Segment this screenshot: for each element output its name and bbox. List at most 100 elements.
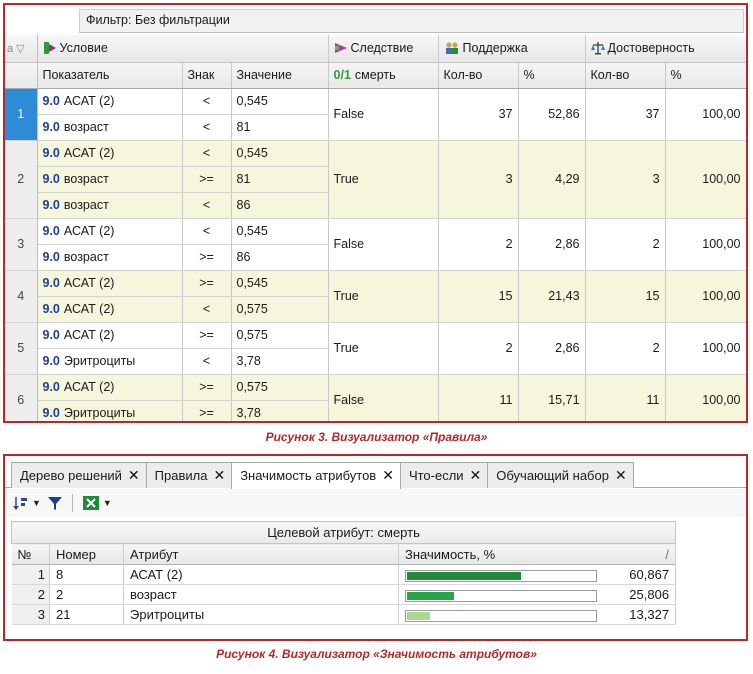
format-icon: 9.0 [42, 328, 60, 342]
col-num[interactable]: № [11, 543, 50, 565]
format-icon: 9.0 [42, 406, 60, 420]
close-icon[interactable]: ✕ [213, 467, 226, 483]
row-number[interactable]: 2 [5, 140, 38, 219]
filter-button[interactable] [47, 495, 63, 511]
attribute-name: Эритроциты [123, 604, 399, 625]
table-row[interactable]: 9.0 Эритроциты <3,78 [5, 348, 746, 375]
support-pct: 21,43 [518, 270, 586, 323]
row-number[interactable]: 5 [5, 322, 38, 375]
consequence-value: False [328, 88, 439, 141]
condition-indicator: 9.0 Эритроциты [37, 348, 183, 375]
confidence-pct: 100,00 [665, 218, 746, 271]
support-pct: 15,71 [518, 374, 586, 421]
tab-0[interactable]: Дерево решений ✕ [11, 462, 147, 488]
support-count: 11 [438, 374, 519, 421]
sort-button[interactable]: ▼ [11, 495, 41, 511]
table-row[interactable]: 9.0 возраст <86 [5, 192, 746, 219]
table-row[interactable]: 3 9.0 АСАТ (2) <0,545 False 2 2,86 2 100,00 [5, 218, 746, 271]
format-icon: 9.0 [42, 146, 60, 160]
condition-value: 86 [231, 244, 329, 271]
confidence-pct: 100,00 [665, 374, 746, 421]
condition-sign: >= [182, 322, 232, 349]
significance-bar [405, 569, 597, 582]
row-number[interactable]: 6 [5, 374, 38, 421]
confidence-count: 3 [585, 140, 666, 219]
confidence-header[interactable]: Достоверность [585, 35, 746, 63]
filter-icon [47, 497, 62, 510]
condition-value: 0,545 [231, 270, 329, 297]
row-number[interactable]: 4 [5, 270, 38, 323]
table-row[interactable]: 2 9.0 АСАТ (2) <0,545 True 3 4,29 3 100,00 [5, 140, 746, 219]
condition-sign: >= [182, 270, 232, 297]
condition-value: 0,575 [231, 322, 329, 349]
col-support-count[interactable]: Кол-во [438, 62, 519, 89]
col-consequence-attr[interactable]: 0/1 смерть [328, 62, 439, 89]
support-pct: 2,86 [518, 218, 586, 271]
table-row[interactable]: 9.0 АСАТ (2) <0,575 [5, 296, 746, 323]
col-confidence-count[interactable]: Кол-во [585, 62, 666, 89]
condition-header[interactable]: Условие [37, 35, 329, 63]
confidence-count: 2 [585, 218, 666, 271]
table-row[interactable]: 9.0 возраст <81 [5, 114, 746, 141]
format-icon: 9.0 [42, 276, 60, 290]
condition-indicator: 9.0 АСАТ (2) [37, 322, 183, 349]
table-row[interactable]: 9.0 Эритроциты >= 3,78 [5, 400, 746, 421]
tab-1[interactable]: Правила ✕ [145, 462, 233, 488]
col-support-pct[interactable]: % [518, 62, 586, 89]
filter-label: Фильтр: Без фильтрации [86, 13, 230, 27]
support-icon [445, 42, 458, 55]
attribute-id: 21 [49, 604, 124, 625]
filter-bar[interactable]: Фильтр: Без фильтрации [79, 9, 744, 33]
condition-sign: >= [182, 400, 232, 421]
toolbar: ▼ ▼ [5, 489, 746, 517]
table-row[interactable]: 3 21 Эритроциты 13,327 [11, 604, 677, 625]
condition-value: 0,575 [231, 374, 329, 401]
close-icon[interactable]: ✕ [382, 467, 394, 483]
table-row[interactable]: 1 9.0 АСАТ (2) <0,545 False 37 52,86 37 100,00 [5, 88, 746, 141]
target-attribute-label: Целевой атрибут: смерть [10, 521, 677, 544]
table-row[interactable]: 9.0 возраст >= 86 [5, 244, 746, 271]
table-row[interactable]: 6 9.0 АСАТ (2) >= 0,575 False 11 15,71 11 100,00 [5, 374, 746, 421]
tab-2[interactable]: Значимость атрибутов ✕ [231, 462, 401, 489]
row-num: 1 [11, 564, 50, 585]
col-value[interactable]: Значение [231, 62, 329, 89]
tab-3[interactable]: Что-если ✕ [399, 462, 489, 488]
consequence-header[interactable]: Следствие [328, 35, 439, 63]
support-pct: 2,86 [518, 322, 586, 375]
confidence-count: 15 [585, 270, 666, 323]
table-row[interactable]: 9.0 возраст >= 81 [5, 166, 746, 193]
row-number[interactable]: 1 [5, 88, 38, 141]
condition-value: 81 [231, 166, 329, 193]
close-icon[interactable]: ✕ [127, 467, 140, 483]
format-icon: 9.0 [42, 94, 60, 108]
condition-indicator: 9.0 АСАТ (2) [37, 270, 183, 297]
condition-value: 3,78 [231, 400, 329, 421]
gutter-header: a ▽ [5, 35, 38, 63]
condition-icon [43, 42, 56, 55]
col-significance[interactable]: Значимость, % / [398, 543, 677, 565]
confidence-icon [590, 42, 605, 55]
support-header[interactable]: Поддержка [438, 35, 586, 63]
format-icon: 9.0 [42, 302, 60, 316]
close-icon[interactable]: ✕ [614, 467, 627, 483]
close-icon[interactable]: ✕ [469, 467, 482, 483]
table-row[interactable]: 2 2 возраст 25,806 [11, 584, 677, 605]
condition-sign: < [182, 140, 232, 167]
excel-export-button[interactable]: ▼ [82, 495, 112, 511]
attribute-name: возраст [123, 584, 399, 605]
condition-sign: < [182, 88, 232, 115]
support-pct: 52,86 [518, 88, 586, 141]
table-row[interactable]: 1 8 АСАТ (2) 60,867 [11, 564, 677, 585]
consequence-value: True [328, 140, 439, 219]
col-indicator[interactable]: Показатель [37, 62, 183, 89]
tab-4[interactable]: Обучающий набор ✕ [487, 462, 634, 488]
rules-visualizer-panel: Фильтр: Без фильтрации a ▽ Условие Следс… [3, 3, 748, 423]
table-row[interactable]: 4 9.0 АСАТ (2) >= 0,545 True 15 21,43 15 100,00 [5, 270, 746, 323]
row-number[interactable]: 3 [5, 218, 38, 271]
col-attribute[interactable]: Атрибут [123, 543, 399, 565]
col-confidence-pct[interactable]: % [665, 62, 746, 89]
condition-sign: >= [182, 166, 232, 193]
table-row[interactable]: 5 9.0 АСАТ (2) >= 0,575 True 2 2,86 2 100,00 [5, 322, 746, 375]
col-id[interactable]: Номер [49, 543, 124, 565]
col-sign[interactable]: Знак [182, 62, 232, 89]
